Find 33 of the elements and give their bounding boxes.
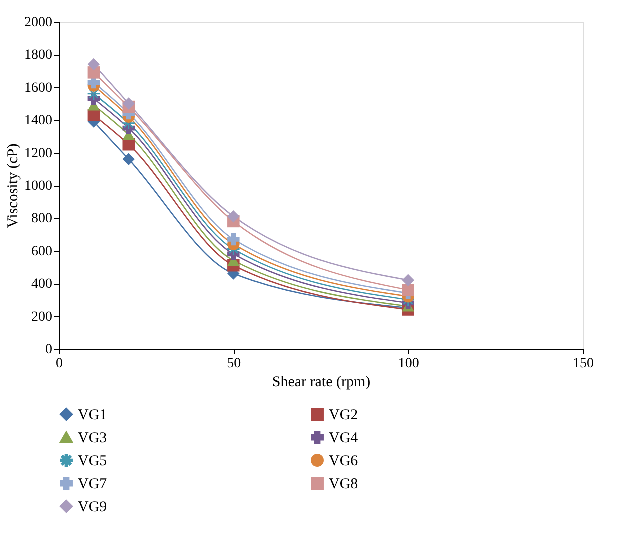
y-axis-title: Viscosity (cP): [6, 144, 22, 228]
legend-label: VG2: [329, 408, 358, 424]
y-tick-label: 1000: [24, 179, 52, 194]
point: [122, 98, 135, 110]
point: [402, 284, 414, 296]
legend-label: VG9: [78, 500, 108, 516]
y-tick-label: 400: [32, 277, 52, 292]
y-tick-label: 200: [32, 310, 52, 325]
point: [402, 274, 414, 286]
y-tick-label: 800: [32, 212, 52, 227]
x-tick-label: 50: [227, 356, 242, 372]
y-tick-label: 1400: [24, 114, 52, 129]
x-tick-label: 0: [56, 356, 63, 372]
legend-label: VG1: [78, 408, 108, 424]
y-tick-label: 0: [46, 342, 52, 358]
y-tick-label: 2000: [24, 16, 52, 30]
x-tick-label: 100: [398, 356, 420, 372]
legend-label: VG7: [78, 476, 108, 492]
point: [228, 233, 240, 246]
legend-label: VG8: [329, 476, 358, 492]
legend-label: VG3: [78, 430, 108, 446]
point: [88, 58, 100, 71]
x-axis-title: Shear rate (rpm): [272, 374, 371, 390]
point: [122, 153, 135, 166]
x-tick-label: 150: [573, 356, 594, 372]
y-tick-label: 1600: [24, 80, 52, 96]
legend-label: VG4: [329, 430, 359, 446]
y-tick-label: 600: [32, 244, 52, 260]
y-tick-label: 1200: [24, 146, 52, 162]
y-tick-label: 1800: [24, 48, 52, 64]
point: [228, 210, 240, 223]
legend-label: VG5: [78, 454, 108, 470]
legend-label: VG6: [329, 454, 359, 470]
